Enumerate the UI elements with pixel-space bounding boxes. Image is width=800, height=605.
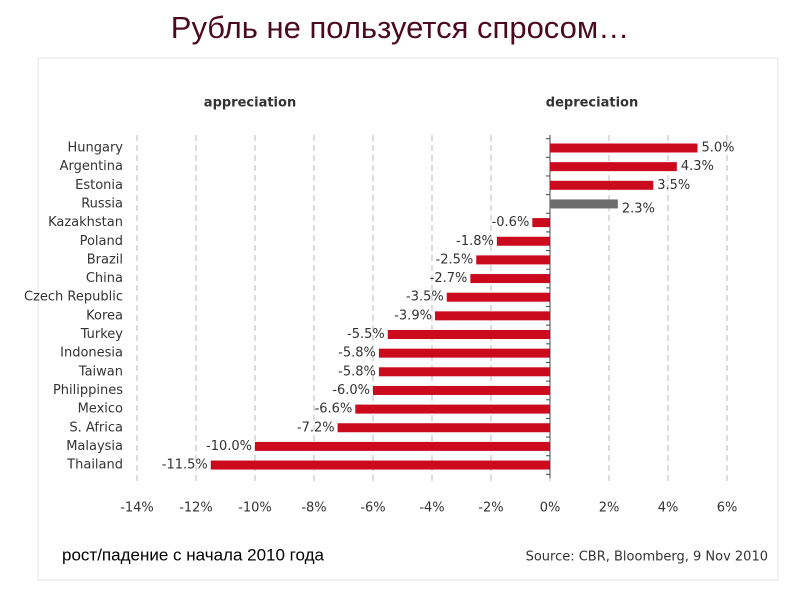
bar xyxy=(550,180,654,190)
y-tick-label: Thailand xyxy=(66,458,123,473)
value-label: -5.5% xyxy=(347,327,385,342)
bar xyxy=(255,441,550,451)
value-label: -5.8% xyxy=(338,346,376,361)
y-tick-label: China xyxy=(86,271,123,286)
y-tick-label: Estonia xyxy=(75,178,123,193)
y-tick-label: Russia xyxy=(81,196,123,211)
bar xyxy=(550,162,677,172)
x-tick-label: -4% xyxy=(419,501,444,516)
y-tick-label: Czech Republic xyxy=(24,290,123,305)
value-label: -11.5% xyxy=(162,458,208,473)
y-tick-label: Korea xyxy=(86,308,123,323)
bar xyxy=(355,404,550,414)
bar xyxy=(470,274,550,284)
x-tick-label: -14% xyxy=(120,501,154,516)
value-label: 5.0% xyxy=(702,141,735,156)
value-label: -10.0% xyxy=(206,439,252,454)
chart-title: Рубль не пользуется спросом… xyxy=(171,10,629,45)
x-tick-label: -6% xyxy=(360,501,385,516)
bar xyxy=(550,143,698,153)
value-label: -6.6% xyxy=(315,402,353,417)
y-tick-label: Taiwan xyxy=(78,364,123,379)
value-label: -3.5% xyxy=(406,290,444,305)
x-tick-label: 4% xyxy=(658,501,679,516)
y-tick-label: Philippines xyxy=(53,383,123,398)
bar xyxy=(337,423,550,433)
annotation: depreciation xyxy=(546,96,638,111)
y-tick-label: Poland xyxy=(80,234,123,249)
value-label: 4.3% xyxy=(681,159,714,174)
x-tick-label: -2% xyxy=(478,501,503,516)
bar xyxy=(373,385,550,395)
y-tick-label: Argentina xyxy=(60,159,123,174)
y-tick-label: Hungary xyxy=(67,141,123,156)
value-label: -7.2% xyxy=(297,420,335,435)
y-tick-label: Turkey xyxy=(80,327,124,342)
bar xyxy=(387,330,550,339)
value-label: -2.7% xyxy=(430,271,468,286)
x-tick-label: -12% xyxy=(179,501,213,516)
value-label: 2.3% xyxy=(622,201,655,216)
x-tick-label: -10% xyxy=(238,501,272,516)
bar xyxy=(550,199,618,209)
y-tick-label: Indonesia xyxy=(60,346,123,361)
bar xyxy=(210,460,550,470)
y-tick-label: Mexico xyxy=(78,402,123,417)
value-label: -0.6% xyxy=(492,215,530,230)
value-label: -5.8% xyxy=(338,364,376,379)
bar xyxy=(496,236,550,246)
x-tick-label: -8% xyxy=(301,501,326,516)
bar xyxy=(378,367,550,377)
value-label: 3.5% xyxy=(657,178,690,193)
annotation: appreciation xyxy=(204,96,296,111)
value-label: -6.0% xyxy=(332,383,370,398)
bar xyxy=(434,311,550,321)
subtitle: рост/падение с начала 2010 года xyxy=(62,545,324,564)
value-label: -3.9% xyxy=(394,308,432,323)
bar xyxy=(532,218,550,228)
x-tick-label: 0% xyxy=(540,501,561,516)
source: Source: CBR, Bloomberg, 9 Nov 2010 xyxy=(526,550,768,565)
y-tick-label: Malaysia xyxy=(66,439,123,454)
value-label: -1.8% xyxy=(456,234,494,249)
x-tick-label: 6% xyxy=(717,501,738,516)
y-tick-label: Brazil xyxy=(87,252,123,267)
x-tick-label: 2% xyxy=(599,501,620,516)
bar xyxy=(476,255,550,265)
y-tick-label: S. Africa xyxy=(69,420,123,435)
bar xyxy=(378,348,550,358)
y-tick-label: Kazakhstan xyxy=(48,215,123,230)
bar xyxy=(446,292,550,302)
value-label: -2.5% xyxy=(436,252,474,267)
